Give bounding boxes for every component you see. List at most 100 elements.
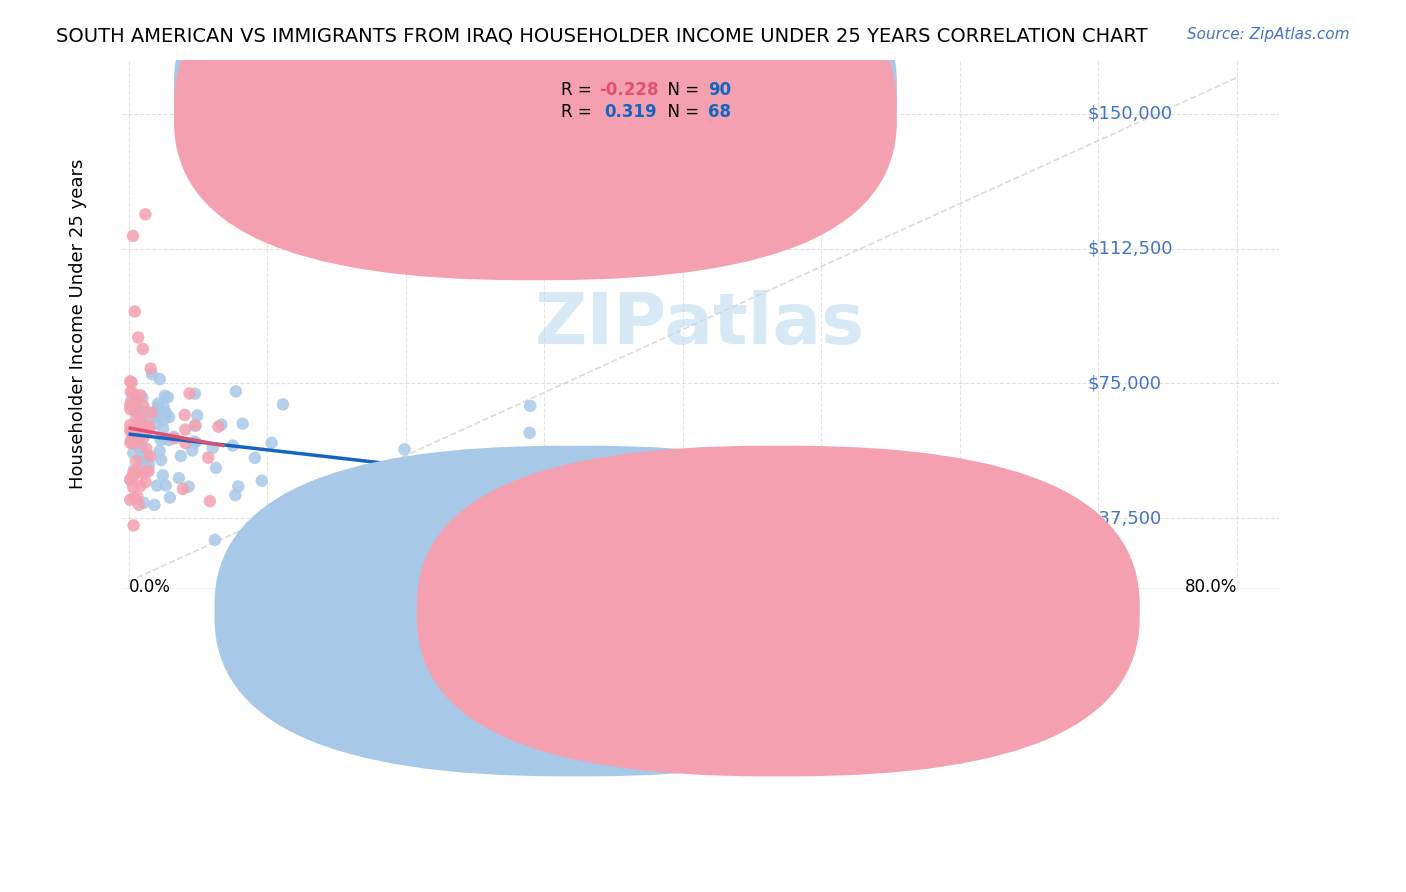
Point xyxy=(941,531,963,545)
Point xyxy=(156,390,179,404)
Point xyxy=(122,466,145,480)
Point xyxy=(183,434,205,449)
Point xyxy=(125,434,148,448)
Point xyxy=(122,463,145,477)
Point xyxy=(120,423,142,437)
Point xyxy=(120,384,142,399)
Point xyxy=(124,392,146,407)
Point xyxy=(146,417,169,431)
FancyBboxPatch shape xyxy=(174,0,897,280)
Point xyxy=(174,436,197,450)
Point xyxy=(149,433,172,447)
Point xyxy=(170,449,193,463)
Point xyxy=(122,436,145,450)
FancyBboxPatch shape xyxy=(416,446,1140,776)
Point xyxy=(394,442,416,457)
FancyBboxPatch shape xyxy=(215,446,938,776)
FancyBboxPatch shape xyxy=(498,70,775,134)
Point xyxy=(132,419,155,434)
Point xyxy=(155,406,177,420)
Point xyxy=(141,406,163,420)
Point xyxy=(856,549,879,563)
Point xyxy=(120,375,142,389)
Point xyxy=(129,436,152,450)
Point xyxy=(204,533,226,547)
Point xyxy=(128,442,150,456)
Point xyxy=(173,408,195,422)
Point xyxy=(163,431,186,445)
Point xyxy=(127,490,149,504)
Point xyxy=(122,480,145,494)
Text: 80.0%: 80.0% xyxy=(1185,578,1237,596)
Text: N =: N = xyxy=(658,103,704,121)
Point xyxy=(135,475,157,490)
Point xyxy=(163,430,186,444)
Point xyxy=(121,423,143,437)
Point xyxy=(143,498,166,512)
Point xyxy=(149,444,172,458)
Point xyxy=(131,411,153,425)
Text: R =: R = xyxy=(561,81,598,99)
Point xyxy=(184,418,207,433)
Point xyxy=(125,464,148,478)
Point xyxy=(184,418,207,433)
Point xyxy=(225,384,247,399)
Point xyxy=(519,399,541,413)
Point xyxy=(132,342,155,356)
Point xyxy=(124,491,146,506)
Point xyxy=(553,486,575,500)
Point xyxy=(198,494,221,508)
Point xyxy=(152,468,174,483)
Point xyxy=(138,422,160,436)
Point xyxy=(122,446,145,460)
Point xyxy=(993,473,1015,487)
Point xyxy=(141,407,163,421)
Point xyxy=(120,433,142,447)
Text: ZIPatlas: ZIPatlas xyxy=(536,290,865,359)
Text: $112,500: $112,500 xyxy=(1088,240,1173,258)
Point xyxy=(129,479,152,493)
Point xyxy=(136,461,159,475)
Point xyxy=(567,474,589,488)
Point xyxy=(131,391,153,405)
Text: 90: 90 xyxy=(709,81,731,99)
Point xyxy=(980,557,1002,571)
Text: 0.0%: 0.0% xyxy=(129,578,170,596)
Point xyxy=(134,404,156,418)
Point xyxy=(181,443,204,458)
Point xyxy=(127,432,149,446)
Point xyxy=(124,400,146,414)
FancyBboxPatch shape xyxy=(174,0,897,258)
Point xyxy=(131,417,153,432)
Point xyxy=(794,512,817,526)
Point xyxy=(139,410,162,425)
Point xyxy=(205,461,228,475)
Point xyxy=(149,372,172,386)
Point xyxy=(155,478,177,492)
Point xyxy=(120,394,142,409)
Text: N =: N = xyxy=(658,81,704,99)
Point xyxy=(120,398,142,412)
Point xyxy=(243,450,266,465)
Point xyxy=(139,361,162,376)
Point xyxy=(152,422,174,436)
Point xyxy=(131,441,153,455)
Point xyxy=(159,491,181,505)
Point xyxy=(226,479,249,493)
Point xyxy=(124,436,146,450)
Point xyxy=(132,399,155,413)
Point xyxy=(179,386,201,401)
Point xyxy=(734,495,756,509)
Point xyxy=(121,376,143,390)
Point xyxy=(197,450,219,465)
Point xyxy=(250,474,273,488)
Point xyxy=(120,436,142,450)
Point xyxy=(148,407,170,421)
Point xyxy=(120,417,142,432)
Point xyxy=(125,454,148,468)
Point xyxy=(135,442,157,456)
Text: Householder Income Under 25 years: Householder Income Under 25 years xyxy=(69,159,87,490)
Point xyxy=(134,207,156,221)
Point xyxy=(134,465,156,479)
Point xyxy=(508,480,530,494)
